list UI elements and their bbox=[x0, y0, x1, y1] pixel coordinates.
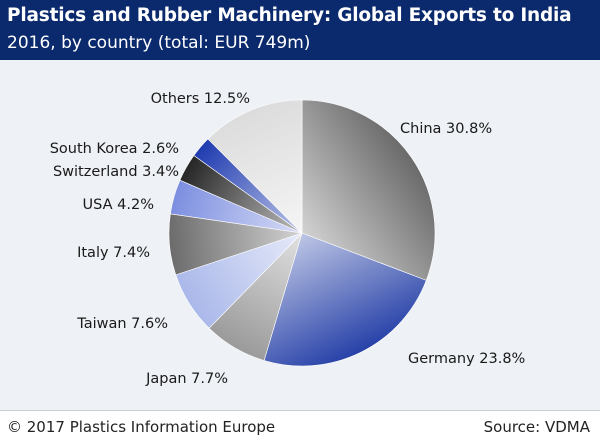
chart-footer: © 2017 Plastics Information Europe Sourc… bbox=[0, 410, 600, 444]
slice-label-germany: Germany 23.8% bbox=[408, 351, 525, 367]
copyright-note: © 2017 Plastics Information Europe bbox=[7, 418, 276, 436]
slice-label-italy: Italy 7.4% bbox=[77, 245, 150, 261]
pie-labels: China 30.8% Germany 23.8% Japan 7.7% Taiwan… bbox=[50, 91, 526, 387]
pie-chart: China 30.8% Germany 23.8% Japan 7.7% Taiwan… bbox=[50, 91, 526, 387]
plot-area: China 30.8% Germany 23.8% Japan 7.7% Taiwan… bbox=[0, 60, 600, 410]
slice-label-china: China 30.8% bbox=[400, 121, 492, 137]
chart-header: Plastics and Rubber Machinery: Global Ex… bbox=[0, 0, 600, 60]
slice-label-japan: Japan 7.7% bbox=[145, 371, 228, 387]
slice-label-taiwan: Taiwan 7.6% bbox=[76, 316, 168, 332]
slice-label-usa: USA 4.2% bbox=[83, 197, 154, 213]
chart-title: Plastics and Rubber Machinery: Global Ex… bbox=[7, 5, 572, 26]
chart-subtitle: 2016, by country (total: EUR 749m) bbox=[7, 33, 311, 53]
slice-label-others: Others 12.5% bbox=[151, 91, 250, 107]
pie-slices bbox=[168, 99, 436, 367]
pie-slice-germany bbox=[263, 232, 427, 367]
pie-slice-china bbox=[301, 99, 436, 281]
source-note: Source: VDMA bbox=[483, 418, 590, 436]
slice-label-south-korea: South Korea 2.6% bbox=[50, 141, 179, 157]
pie-slice-others bbox=[207, 99, 303, 234]
slice-label-switzerland: Switzerland 3.4% bbox=[53, 164, 179, 180]
